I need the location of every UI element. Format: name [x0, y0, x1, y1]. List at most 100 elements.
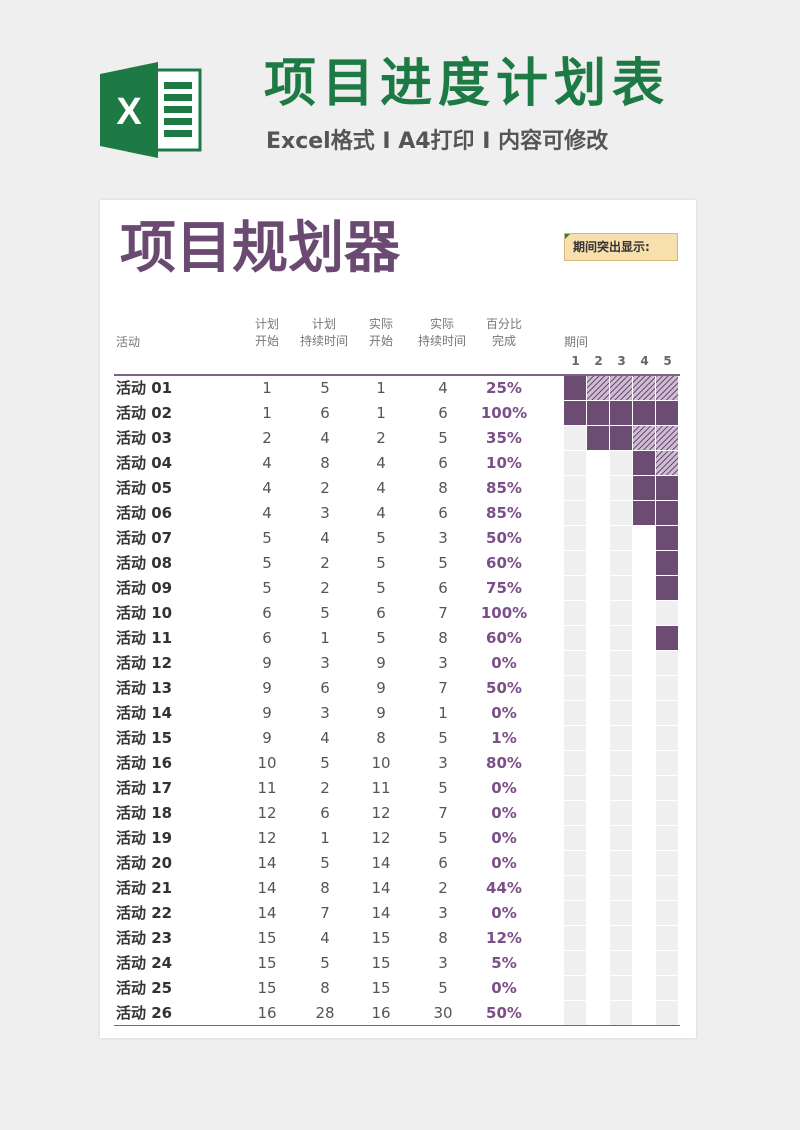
gantt-period-cell: [587, 451, 609, 475]
gantt-period-cell: [564, 851, 586, 875]
gantt-period-cell: [656, 626, 678, 650]
cell-percent: 44%: [486, 879, 522, 897]
gantt-period-cell: [633, 376, 655, 400]
cell-actual-duration: 7: [438, 604, 448, 622]
cell-actual-duration: 2: [438, 879, 448, 897]
gantt-period-cell: [633, 551, 655, 575]
gantt-period-cell: [564, 576, 586, 600]
gantt-period-cell: [564, 751, 586, 775]
cell-actual-start: 10: [371, 754, 391, 772]
cell-actual-duration: 8: [438, 929, 448, 947]
cell-plan-duration: 1: [320, 629, 330, 647]
gantt-period-cell: [587, 401, 609, 425]
table-row[interactable]: 活动 01 1 5 1 4 25%: [100, 376, 696, 401]
cell-plan-start: 15: [257, 979, 277, 997]
header-percent-complete: 百分比 完成: [476, 316, 532, 350]
table-row[interactable]: 活动 15 9 4 8 5 1%: [100, 726, 696, 751]
gantt-period-cell: [564, 1001, 586, 1025]
table-row[interactable]: 活动 02 1 6 1 6 100%: [100, 401, 696, 426]
cell-plan-duration: 8: [320, 979, 330, 997]
cell-plan-duration: 1: [320, 829, 330, 847]
table-row[interactable]: 活动 04 4 8 4 6 10%: [100, 451, 696, 476]
table-row[interactable]: 活动 25 15 8 15 5 0%: [100, 976, 696, 1001]
gantt-period-cell: [610, 951, 632, 975]
cell-plan-start: 5: [262, 579, 272, 597]
table-row[interactable]: 活动 12 9 3 9 3 0%: [100, 651, 696, 676]
gantt-period-cell: [610, 801, 632, 825]
gantt-period-cell: [610, 1001, 632, 1025]
table-row[interactable]: 活动 19 12 1 12 5 0%: [100, 826, 696, 851]
gantt-period-cell: [656, 826, 678, 850]
table-row[interactable]: 活动 20 14 5 14 6 0%: [100, 851, 696, 876]
cell-actual-duration: 6: [438, 854, 448, 872]
table-row[interactable]: 活动 17 11 2 11 5 0%: [100, 776, 696, 801]
table-row[interactable]: 活动 23 15 4 15 8 12%: [100, 926, 696, 951]
table-row[interactable]: 活动 11 6 1 5 8 60%: [100, 626, 696, 651]
table-row[interactable]: 活动 21 14 8 14 2 44%: [100, 876, 696, 901]
table-row[interactable]: 活动 05 4 2 4 8 85%: [100, 476, 696, 501]
banner: X 项目进度计划表 Excel格式 I A4打印 I 内容可修改: [0, 0, 800, 200]
table-row[interactable]: 活动 10 6 5 6 7 100%: [100, 601, 696, 626]
header-actual-duration-line2: 持续时间: [417, 334, 466, 348]
cell-plan-start: 14: [257, 904, 277, 922]
table-row[interactable]: 活动 07 5 4 5 3 50%: [100, 526, 696, 551]
cell-percent: 0%: [491, 854, 517, 872]
gantt-period-cell: [656, 901, 678, 925]
activity-name: 活动 01: [116, 379, 173, 397]
table-row[interactable]: 活动 16 10 5 10 3 80%: [100, 751, 696, 776]
cell-plan-start: 14: [257, 854, 277, 872]
cell-percent: 25%: [486, 379, 522, 397]
cell-plan-start: 4: [262, 479, 272, 497]
cell-percent: 80%: [486, 754, 522, 772]
table-row[interactable]: 活动 18 12 6 12 7 0%: [100, 801, 696, 826]
cell-plan-start: 2: [262, 429, 272, 447]
cell-actual-duration: 6: [438, 454, 448, 472]
gantt-period-cell: [656, 926, 678, 950]
cell-plan-start: 5: [262, 529, 272, 547]
table-row[interactable]: 活动 13 9 6 9 7 50%: [100, 676, 696, 701]
excel-logo-icon: X: [100, 62, 202, 158]
sheet-title: 项目规划器: [120, 216, 400, 281]
table-row[interactable]: 活动 03 2 4 2 5 35%: [100, 426, 696, 451]
table-row[interactable]: 活动 08 5 2 5 5 60%: [100, 551, 696, 576]
cell-plan-start: 15: [257, 954, 277, 972]
gantt-period-cell: [656, 1001, 678, 1025]
table-row[interactable]: 活动 26 16 28 16 30 50%: [100, 1001, 696, 1026]
gantt-period-cell: [656, 426, 678, 450]
header-actual-start-line1: 实际: [368, 317, 393, 331]
cell-actual-duration: 3: [438, 954, 448, 972]
cell-plan-start: 14: [257, 879, 277, 897]
activity-name: 活动 14: [116, 704, 173, 722]
table-row[interactable]: 活动 22 14 7 14 3 0%: [100, 901, 696, 926]
cell-actual-duration: 6: [438, 579, 448, 597]
period-number: 3: [617, 354, 626, 368]
table-row[interactable]: 活动 09 5 2 5 6 75%: [100, 576, 696, 601]
gantt-period-cell: [610, 901, 632, 925]
activity-name: 活动 24: [116, 954, 173, 972]
gantt-period-cell: [587, 501, 609, 525]
table-row[interactable]: 活动 24 15 5 15 3 5%: [100, 951, 696, 976]
table-row[interactable]: 活动 06 4 3 4 6 85%: [100, 501, 696, 526]
cell-percent: 100%: [480, 604, 528, 622]
header-period: 期间: [564, 335, 589, 349]
activity-name: 活动 26: [116, 1004, 173, 1022]
gantt-period-cell: [633, 701, 655, 725]
gantt-period-cell: [564, 426, 586, 450]
cell-plan-duration: 6: [320, 679, 330, 697]
gantt-period-cell: [587, 576, 609, 600]
cell-actual-start: 14: [371, 904, 391, 922]
cell-percent: 0%: [491, 704, 517, 722]
cell-actual-duration: 7: [438, 679, 448, 697]
gantt-period-cell: [564, 876, 586, 900]
cell-percent: 35%: [486, 429, 522, 447]
table-row[interactable]: 活动 14 9 3 9 1 0%: [100, 701, 696, 726]
gantt-period-cell: [587, 676, 609, 700]
gantt-period-cell: [587, 376, 609, 400]
gantt-period-cell: [633, 901, 655, 925]
gantt-period-cell: [564, 651, 586, 675]
gantt-period-cell: [587, 776, 609, 800]
cell-actual-start: 14: [371, 879, 391, 897]
activity-name: 活动 16: [116, 754, 173, 772]
gantt-period-cell: [610, 626, 632, 650]
period-highlight-cell[interactable]: 期间突出显示:: [564, 233, 678, 261]
